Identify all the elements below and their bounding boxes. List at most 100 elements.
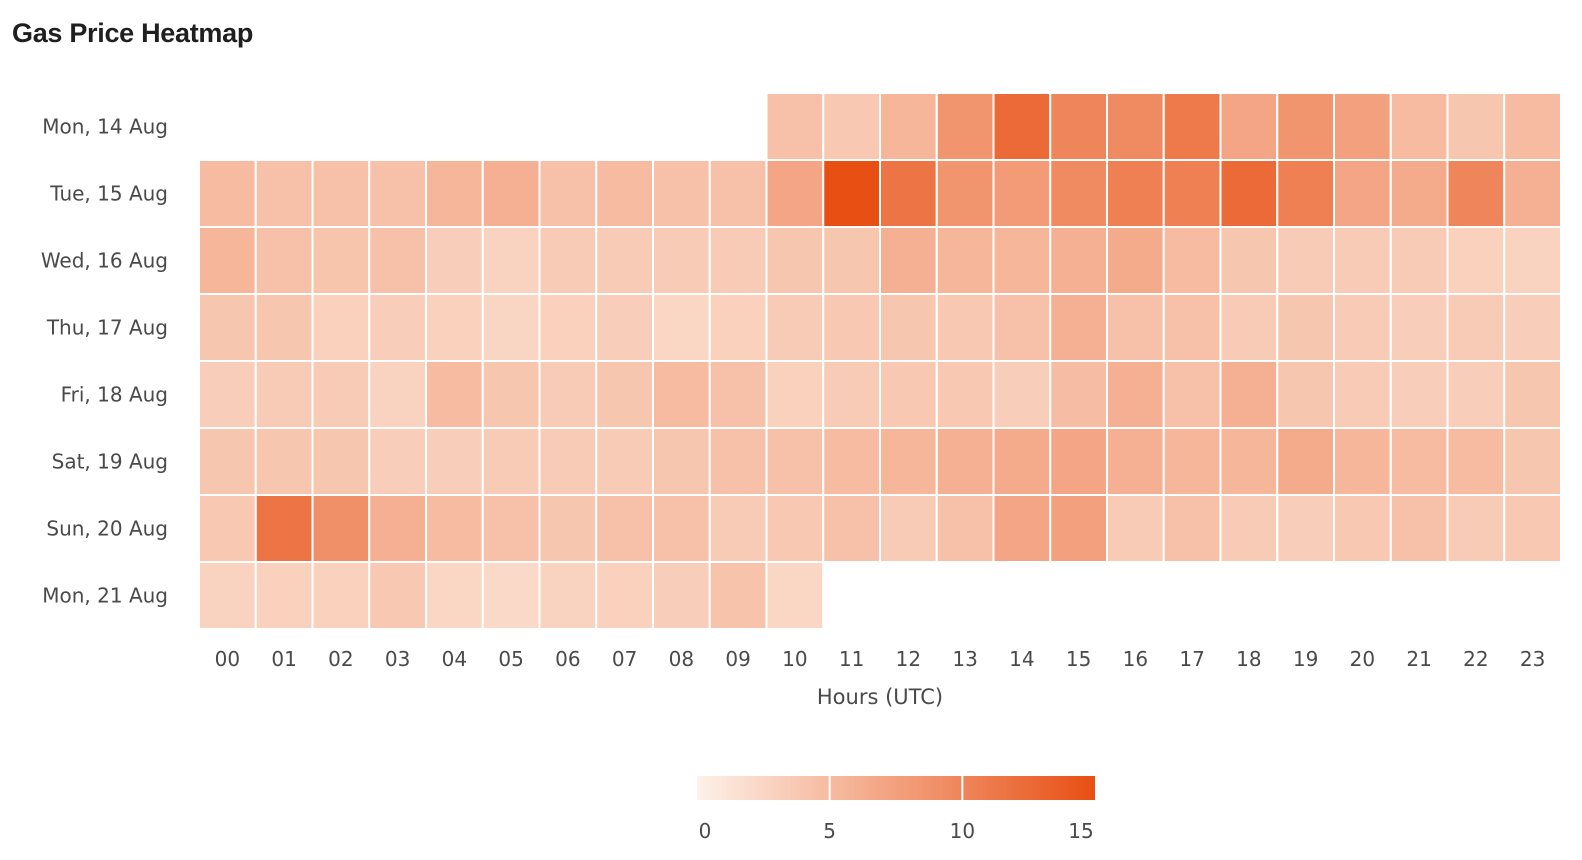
- heatmap-cell[interactable]: [879, 92, 938, 161]
- heatmap-cell[interactable]: [311, 360, 371, 429]
- heatmap-cell[interactable]: [708, 159, 768, 228]
- heatmap-cell[interactable]: [1389, 92, 1449, 161]
- heatmap-cell[interactable]: [708, 293, 768, 362]
- heatmap-cell[interactable]: [765, 427, 825, 496]
- heatmap-cell[interactable]: [992, 92, 1052, 161]
- heatmap-cell[interactable]: [1219, 293, 1279, 362]
- heatmap-cell[interactable]: [992, 360, 1052, 429]
- heatmap-cell[interactable]: [481, 561, 541, 630]
- heatmap-cell[interactable]: [254, 226, 314, 295]
- heatmap-cell[interactable]: [425, 360, 484, 429]
- heatmap-cell[interactable]: [1503, 427, 1562, 496]
- heatmap-cell[interactable]: [708, 494, 768, 563]
- heatmap-cell[interactable]: [765, 494, 825, 563]
- heatmap-cell[interactable]: [879, 226, 938, 295]
- heatmap-cell[interactable]: [1333, 226, 1392, 295]
- heatmap-cell[interactable]: [481, 494, 541, 563]
- heatmap-cell[interactable]: [368, 561, 427, 630]
- heatmap-cell[interactable]: [1446, 293, 1506, 362]
- heatmap-cell[interactable]: [198, 494, 257, 563]
- heatmap-cell[interactable]: [935, 159, 995, 228]
- heatmap-cell[interactable]: [1162, 427, 1222, 496]
- heatmap-cell[interactable]: [1106, 226, 1165, 295]
- heatmap-cell[interactable]: [1389, 293, 1449, 362]
- heatmap-cell[interactable]: [1276, 226, 1335, 295]
- heatmap-cell[interactable]: [879, 360, 938, 429]
- heatmap-cell[interactable]: [254, 494, 314, 563]
- heatmap-cell[interactable]: [822, 360, 881, 429]
- heatmap-cell[interactable]: [935, 92, 995, 161]
- heatmap-cell[interactable]: [1276, 92, 1335, 161]
- heatmap-cell[interactable]: [992, 427, 1052, 496]
- heatmap-cell[interactable]: [1219, 92, 1279, 161]
- heatmap-cell[interactable]: [1049, 159, 1108, 228]
- heatmap-cell[interactable]: [822, 427, 881, 496]
- heatmap-cell[interactable]: [935, 360, 995, 429]
- heatmap-cell[interactable]: [368, 293, 427, 362]
- heatmap-cell[interactable]: [652, 360, 711, 429]
- heatmap-cell[interactable]: [595, 360, 654, 429]
- heatmap-cell[interactable]: [879, 159, 938, 228]
- heatmap-cell[interactable]: [198, 293, 257, 362]
- heatmap-cell[interactable]: [1389, 427, 1449, 496]
- heatmap-cell[interactable]: [1162, 293, 1222, 362]
- heatmap-cell[interactable]: [765, 360, 825, 429]
- heatmap-cell[interactable]: [198, 360, 257, 429]
- heatmap-cell[interactable]: [481, 226, 541, 295]
- heatmap-cell[interactable]: [1049, 360, 1108, 429]
- heatmap-cell[interactable]: [311, 427, 371, 496]
- heatmap-cell[interactable]: [481, 427, 541, 496]
- heatmap-cell[interactable]: [1446, 427, 1506, 496]
- heatmap-cell[interactable]: [1276, 494, 1335, 563]
- heatmap-cell[interactable]: [595, 293, 654, 362]
- heatmap-cell[interactable]: [708, 561, 768, 630]
- heatmap-cell[interactable]: [198, 427, 257, 496]
- heatmap-cell[interactable]: [1503, 293, 1562, 362]
- heatmap-cell[interactable]: [1503, 360, 1562, 429]
- heatmap-cell[interactable]: [311, 159, 371, 228]
- heatmap-cell[interactable]: [198, 226, 257, 295]
- heatmap-cell[interactable]: [595, 494, 654, 563]
- heatmap-cell[interactable]: [1333, 360, 1392, 429]
- heatmap-cell[interactable]: [822, 293, 881, 362]
- heatmap-cell[interactable]: [765, 92, 825, 161]
- heatmap-cell[interactable]: [708, 427, 768, 496]
- heatmap-cell[interactable]: [992, 226, 1052, 295]
- heatmap-cell[interactable]: [425, 226, 484, 295]
- heatmap-cell[interactable]: [1333, 159, 1392, 228]
- heatmap-cell[interactable]: [1219, 427, 1279, 496]
- heatmap-cell[interactable]: [1219, 226, 1279, 295]
- heatmap-cell[interactable]: [935, 427, 995, 496]
- heatmap-cell[interactable]: [1276, 159, 1335, 228]
- heatmap-cell[interactable]: [1162, 92, 1222, 161]
- heatmap-cell[interactable]: [708, 226, 768, 295]
- heatmap-cell[interactable]: [254, 427, 314, 496]
- heatmap-cell[interactable]: [1049, 92, 1108, 161]
- heatmap-cell[interactable]: [765, 561, 825, 630]
- heatmap-cell[interactable]: [765, 226, 825, 295]
- heatmap-cell[interactable]: [1219, 159, 1279, 228]
- heatmap-cell[interactable]: [595, 561, 654, 630]
- heatmap-cell[interactable]: [822, 494, 881, 563]
- heatmap-cell[interactable]: [481, 293, 541, 362]
- heatmap-cell[interactable]: [1446, 159, 1506, 228]
- heatmap-cell[interactable]: [1276, 360, 1335, 429]
- heatmap-cell[interactable]: [481, 159, 541, 228]
- heatmap-cell[interactable]: [1162, 226, 1222, 295]
- heatmap-cell[interactable]: [425, 561, 484, 630]
- heatmap-cell[interactable]: [1106, 293, 1165, 362]
- heatmap-cell[interactable]: [538, 226, 598, 295]
- heatmap-cell[interactable]: [1049, 293, 1108, 362]
- heatmap-cell[interactable]: [822, 226, 881, 295]
- heatmap-cell[interactable]: [425, 427, 484, 496]
- heatmap-cell[interactable]: [1389, 159, 1449, 228]
- heatmap-cell[interactable]: [1162, 159, 1222, 228]
- heatmap-cell[interactable]: [1219, 360, 1279, 429]
- heatmap-cell[interactable]: [708, 360, 768, 429]
- heatmap-cell[interactable]: [311, 494, 371, 563]
- heatmap-cell[interactable]: [538, 360, 598, 429]
- heatmap-cell[interactable]: [652, 226, 711, 295]
- heatmap-cell[interactable]: [992, 494, 1052, 563]
- heatmap-cell[interactable]: [1106, 427, 1165, 496]
- heatmap-cell[interactable]: [538, 293, 598, 362]
